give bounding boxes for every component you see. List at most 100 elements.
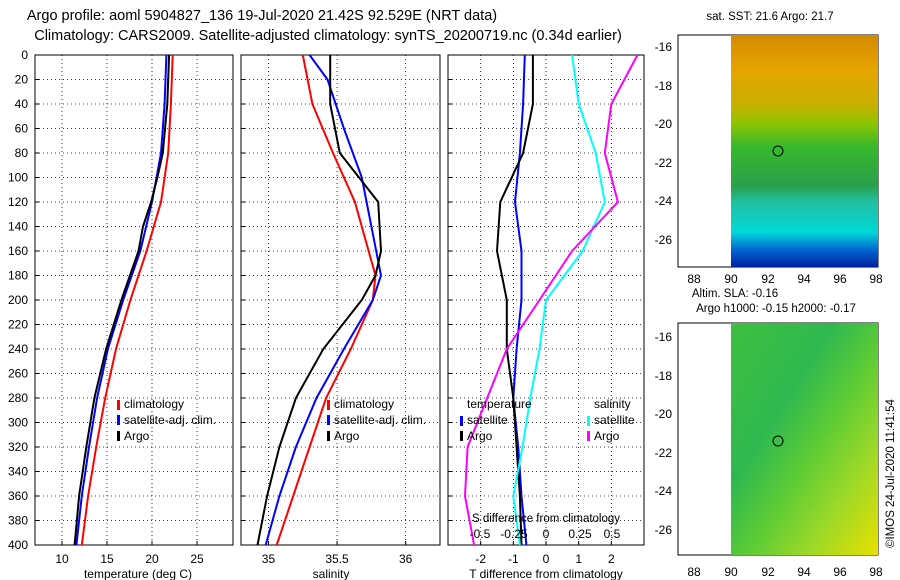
s-diff-tick: 0 <box>543 527 550 541</box>
x-tick-label: 1 <box>575 552 582 566</box>
temperature-xlabel: temperature (deg C) <box>84 567 192 580</box>
depth-tick-label: 400 <box>8 538 28 552</box>
sst-map <box>677 34 879 268</box>
map-xtick: 96 <box>833 565 847 579</box>
figure-title-line1: Argo profile: aoml 5904827_136 19-Jul-20… <box>27 8 497 24</box>
x-tick-label: 35 <box>262 552 276 566</box>
sst-map-title: sat. SST: 21.6 Argo: 21.7 <box>706 11 833 23</box>
legend-swatch-satellite <box>327 415 330 425</box>
x-tick-label: -2 <box>475 552 486 566</box>
salinity-panel: 35 35.5 36 <box>240 54 441 566</box>
map-xtick: 94 <box>797 272 811 286</box>
legend-climatology: climatology <box>124 397 184 411</box>
legend-swatch-t-satellite <box>460 416 463 426</box>
x-tick-label: 0 <box>543 552 550 566</box>
difference-panel: -2 -1 0 1 2 <box>447 54 645 566</box>
map-xtick: 96 <box>833 272 847 286</box>
legend-s-satellite: satellite <box>594 413 635 427</box>
x-tick-label: 15 <box>100 552 114 566</box>
legend-satellite: satellite-adj. clim. <box>334 413 426 427</box>
legend-t-argo: Argo <box>467 429 493 443</box>
sla-map <box>677 322 879 556</box>
map-xtick: 98 <box>869 565 883 579</box>
x-tick-label: 10 <box>55 552 69 566</box>
map-ytick: -20 <box>655 407 673 421</box>
depth-tick-label: 200 <box>8 293 28 307</box>
series-line-climatology <box>80 54 174 546</box>
depth-tick-label: 40 <box>15 97 29 111</box>
sla-map-title2: Argo h1000: -0.15 h2000: -0.17 <box>696 303 856 315</box>
temperature-panel: 10 15 20 25 <box>34 54 234 566</box>
depth-tick-label: 160 <box>8 244 28 258</box>
legend-temperature-title: temperature <box>467 397 532 411</box>
legend-swatch-argo <box>327 431 330 441</box>
map-xtick: 94 <box>797 565 811 579</box>
map-xtick: 92 <box>761 565 775 579</box>
legend-swatch-climatology <box>327 400 330 410</box>
depth-tick-label: 220 <box>8 318 28 332</box>
imos-credit: ©IMOS 24-Jul-2020 11:41:54 <box>885 398 897 548</box>
x-tick-label: 20 <box>145 552 159 566</box>
map-ytick: -18 <box>655 79 673 93</box>
legend-salinity-title: salinity <box>594 397 631 411</box>
salinity-legend: climatology satellite-adj. clim. Argo <box>327 397 426 443</box>
map-ytick: -16 <box>655 40 673 54</box>
x-tick-label: -1 <box>508 552 519 566</box>
argo-location-marker <box>772 435 784 447</box>
legend-argo: Argo <box>334 429 360 443</box>
map-ytick: -26 <box>655 233 673 247</box>
map-ytick: -22 <box>655 446 673 460</box>
legend-swatch-satellite <box>117 415 120 425</box>
depth-tick-label: 60 <box>15 122 29 136</box>
sst-field <box>731 35 878 267</box>
salinity-xlabel: salinity <box>313 567 350 580</box>
map-ytick: -26 <box>655 523 673 537</box>
s-diff-xlabel: S difference from climatology <box>472 513 620 525</box>
difference-xlabel: T difference from climatology <box>469 567 623 580</box>
x-tick-label: 35.5 <box>325 552 349 566</box>
legend-swatch-climatology <box>117 400 120 410</box>
legend-swatch-s-satellite <box>587 416 590 426</box>
s-diff-tick: -0.5 <box>470 527 491 541</box>
depth-tick-label: 80 <box>15 146 29 160</box>
sla-field <box>731 323 878 555</box>
depth-tick-label: 340 <box>8 465 28 479</box>
depth-tick-label: 360 <box>8 489 28 503</box>
depth-tick-label: 140 <box>8 220 28 234</box>
x-tick-label: 25 <box>190 552 204 566</box>
series-line-argo <box>73 54 171 546</box>
map-tick-labels: -16 -18 -20 -22 -24 -26 88 90 92 94 96 9… <box>655 40 883 579</box>
depth-tick-label: 280 <box>8 391 28 405</box>
map-xtick: 88 <box>687 272 701 286</box>
legend-swatch-argo <box>117 431 120 441</box>
series-line-t-argo <box>495 55 534 546</box>
legend-satellite: satellite-adj. clim. <box>124 413 216 427</box>
map-ytick: -24 <box>655 194 673 208</box>
map-xtick: 88 <box>687 565 701 579</box>
s-diff-tick-labels: -0.5 -0.25 0 0.25 0.5 <box>470 527 621 541</box>
map-ytick: -22 <box>655 156 673 170</box>
map-xtick: 98 <box>869 272 883 286</box>
map-xtick: 90 <box>724 565 738 579</box>
depth-tick-label: 180 <box>8 269 28 283</box>
depth-tick-label: 300 <box>8 416 28 430</box>
legend-climatology: climatology <box>334 397 394 411</box>
legend-t-satellite: satellite <box>467 413 508 427</box>
sla-map-title1: Altim. SLA: -0.16 <box>692 288 778 300</box>
depth-tick-label: 320 <box>8 440 28 454</box>
legend-s-argo: Argo <box>594 429 620 443</box>
depth-tick-label: 380 <box>8 514 28 528</box>
figure-title-line2: Climatology: CARS2009. Satellite-adjuste… <box>34 28 622 44</box>
series-line-climatology <box>275 54 377 546</box>
map-xtick: 92 <box>761 272 775 286</box>
difference-legend: temperature satellite Argo salinity sate… <box>460 397 635 443</box>
legend-argo: Argo <box>124 429 150 443</box>
s-diff-tick: -0.25 <box>500 527 528 541</box>
depth-tick-label: 100 <box>8 171 28 185</box>
depth-tick-label: 120 <box>8 195 28 209</box>
legend-swatch-t-argo <box>460 431 463 441</box>
depth-tick-label: 20 <box>15 73 29 87</box>
depth-tick-label: 260 <box>8 367 28 381</box>
depth-tick-label: 0 <box>21 48 28 62</box>
